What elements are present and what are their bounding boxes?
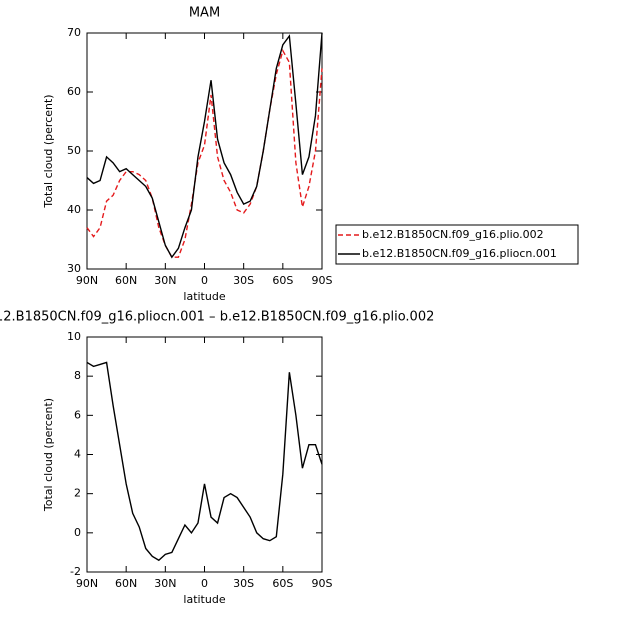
y-tick-label: 70: [67, 26, 81, 39]
data-line: [86, 48, 323, 258]
x-tick-label: 0: [201, 577, 208, 590]
chart-title: b.e12.B1850CN.f09_g16.pliocn.001 – b.e12…: [0, 310, 434, 325]
y-tick-label: -2: [70, 565, 81, 578]
data-line: [86, 32, 323, 259]
chart-title: MAM: [189, 6, 220, 21]
x-tick-label: 0: [201, 274, 208, 287]
x-tick-label: 90N: [76, 577, 98, 590]
y-tick-label: 2: [74, 487, 81, 500]
y-tick-label: 30: [67, 262, 81, 275]
data-line: [86, 361, 323, 562]
y-tick-label: 40: [67, 203, 81, 216]
y-tick-label: 8: [74, 369, 81, 382]
plot-frame: [86, 336, 323, 573]
x-tick-label: 90S: [312, 577, 333, 590]
legend-label: b.e12.B1850CN.f09_g16.pliocn.001: [362, 247, 557, 260]
x-tick-label: 60S: [272, 274, 293, 287]
y-axis-label: Total cloud (percent): [42, 94, 55, 208]
x-tick-label: 90S: [312, 274, 333, 287]
x-tick-label: 30S: [233, 577, 254, 590]
legend-label: b.e12.B1850CN.f09_g16.plio.002: [362, 228, 544, 241]
y-tick-label: 50: [67, 144, 81, 157]
x-tick-label: 60N: [115, 577, 137, 590]
x-axis-label: latitude: [183, 290, 225, 303]
x-tick-label: 60N: [115, 274, 137, 287]
y-tick-label: 0: [74, 526, 81, 539]
y-tick-label: 4: [74, 448, 81, 461]
y-tick-label: 6: [74, 408, 81, 421]
y-tick-label: 10: [67, 330, 81, 343]
x-tick-label: 30N: [154, 577, 176, 590]
x-tick-label: 60S: [272, 577, 293, 590]
legend-box: [335, 224, 579, 265]
x-axis-label: latitude: [183, 593, 225, 606]
y-axis-label: Total cloud (percent): [42, 398, 55, 512]
x-tick-label: 30S: [233, 274, 254, 287]
x-tick-label: 90N: [76, 274, 98, 287]
x-tick-label: 30N: [154, 274, 176, 287]
y-tick-label: 60: [67, 85, 81, 98]
plot-frame: [86, 32, 323, 270]
